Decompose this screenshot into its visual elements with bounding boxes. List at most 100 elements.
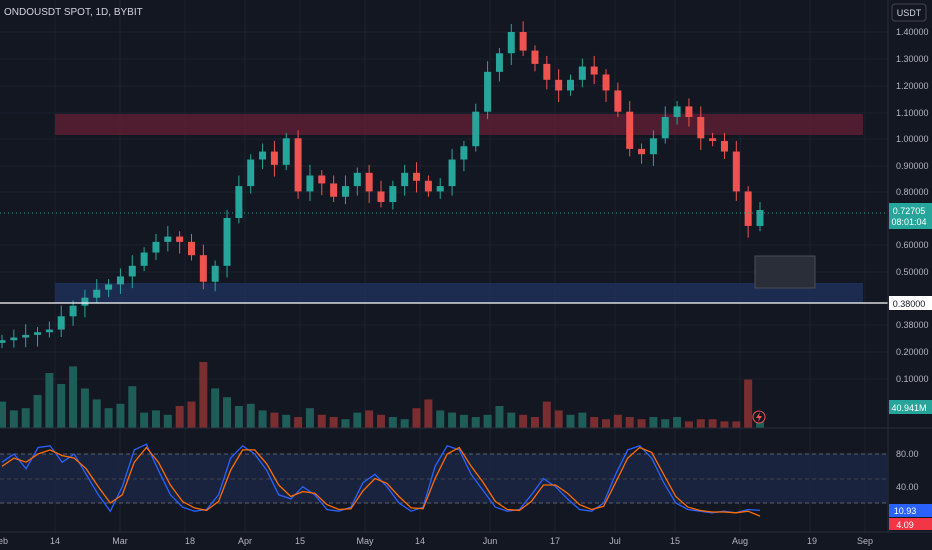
candle-body[interactable] — [294, 138, 302, 192]
volume-bar[interactable] — [128, 386, 137, 428]
candle-body[interactable] — [140, 252, 148, 266]
candle-body[interactable] — [744, 191, 752, 226]
volume-bar[interactable] — [270, 412, 279, 428]
volume-bar[interactable] — [365, 410, 374, 428]
candle-body[interactable] — [614, 90, 622, 112]
candlestick-series[interactable] — [0, 21, 764, 349]
volume-bar[interactable] — [436, 410, 445, 428]
volume-series[interactable] — [0, 362, 764, 428]
volume-bar[interactable] — [459, 414, 468, 428]
candle-body[interactable] — [484, 71, 492, 112]
candle-body[interactable] — [531, 50, 539, 64]
volume-bar[interactable] — [377, 414, 385, 428]
volume-bar[interactable] — [57, 384, 66, 428]
candle-body[interactable] — [602, 74, 610, 91]
candle-body[interactable] — [720, 140, 728, 152]
candle-body[interactable] — [638, 148, 646, 155]
candle-body[interactable] — [495, 53, 503, 72]
volume-bar[interactable] — [33, 395, 42, 428]
candle-body[interactable] — [460, 146, 468, 160]
volume-bar[interactable] — [353, 412, 362, 428]
volume-bar[interactable] — [104, 408, 113, 428]
volume-bar[interactable] — [708, 419, 717, 428]
volume-bar[interactable] — [187, 401, 196, 428]
candle-body[interactable] — [543, 63, 551, 80]
candle-body[interactable] — [424, 180, 432, 192]
candle-body[interactable] — [176, 236, 184, 242]
volume-bar[interactable] — [613, 414, 622, 428]
volume-bar[interactable] — [673, 417, 682, 428]
candle-body[interactable] — [590, 66, 598, 75]
volume-bar[interactable] — [92, 399, 101, 428]
candle-body[interactable] — [353, 172, 361, 187]
currency-button[interactable] — [891, 3, 927, 22]
volume-bar[interactable] — [625, 417, 634, 428]
candle-body[interactable] — [519, 32, 527, 51]
candle-body[interactable] — [507, 32, 515, 54]
candle-body[interactable] — [259, 151, 267, 160]
candle-body[interactable] — [413, 172, 421, 181]
volume-bar[interactable] — [388, 417, 397, 428]
volume-bar[interactable] — [317, 414, 326, 428]
candle-body[interactable] — [330, 183, 338, 197]
candle-body[interactable] — [673, 106, 681, 118]
volume-bar[interactable] — [424, 399, 433, 428]
volume-bar[interactable] — [163, 414, 172, 428]
candle-body[interactable] — [128, 265, 136, 277]
volume-bar[interactable] — [223, 397, 232, 428]
candle-body[interactable] — [685, 106, 693, 118]
candle-body[interactable] — [318, 175, 326, 184]
volume-bar[interactable] — [9, 410, 18, 428]
volume-bar[interactable] — [649, 417, 658, 428]
candle-body[interactable] — [732, 151, 740, 192]
candle-body[interactable] — [247, 159, 255, 187]
candle-body[interactable] — [448, 159, 456, 187]
candle-body[interactable] — [341, 186, 349, 197]
candle-body[interactable] — [709, 138, 717, 141]
volume-bar[interactable] — [329, 417, 338, 428]
volume-bar[interactable] — [696, 419, 705, 428]
volume-bar[interactable] — [507, 412, 516, 428]
volume-bar[interactable] — [211, 388, 220, 428]
volume-bar[interactable] — [661, 419, 670, 428]
candle-body[interactable] — [22, 334, 30, 338]
volume-bar[interactable] — [483, 414, 492, 428]
candle-body[interactable] — [365, 172, 373, 192]
candle-body[interactable] — [270, 151, 278, 165]
candle-body[interactable] — [0, 340, 6, 343]
volume-bar[interactable] — [80, 388, 89, 428]
candle-body[interactable] — [389, 186, 397, 203]
candle-body[interactable] — [472, 111, 480, 147]
volume-bar[interactable] — [246, 403, 255, 428]
candle-body[interactable] — [105, 284, 113, 290]
time-axis[interactable]: eb 14 Mar 18 Apr 15 May 14 Jun 17 Jul 15 Aug 19 Sep — [0, 536, 873, 546]
candle-body[interactable] — [649, 138, 657, 155]
volume-bar[interactable] — [175, 406, 184, 428]
volume-bar[interactable] — [590, 417, 599, 428]
volume-bar[interactable] — [21, 408, 30, 428]
volume-bar[interactable] — [258, 410, 267, 428]
volume-bar[interactable] — [519, 414, 528, 428]
target-box[interactable] — [754, 255, 816, 289]
volume-bar[interactable] — [341, 419, 350, 428]
volume-bar[interactable] — [69, 366, 78, 428]
candle-body[interactable] — [211, 265, 219, 282]
resistance-zone[interactable] — [55, 114, 863, 135]
volume-bar[interactable] — [471, 417, 480, 428]
candle-body[interactable] — [199, 255, 207, 282]
stoch-d-line[interactable] — [1, 446, 761, 517]
candle-body[interactable] — [188, 241, 195, 256]
volume-bar[interactable] — [199, 362, 208, 428]
volume-bar[interactable] — [720, 421, 729, 428]
candle-body[interactable] — [57, 316, 65, 330]
volume-bar[interactable] — [45, 373, 54, 428]
volume-bar[interactable] — [305, 408, 314, 428]
support-zone[interactable] — [55, 283, 863, 303]
candle-body[interactable] — [661, 117, 669, 139]
candle-body[interactable] — [164, 236, 172, 242]
volume-bar[interactable] — [732, 421, 741, 428]
candle-body[interactable] — [93, 289, 101, 298]
volume-bar[interactable] — [0, 401, 6, 428]
volume-bar[interactable] — [282, 414, 291, 428]
